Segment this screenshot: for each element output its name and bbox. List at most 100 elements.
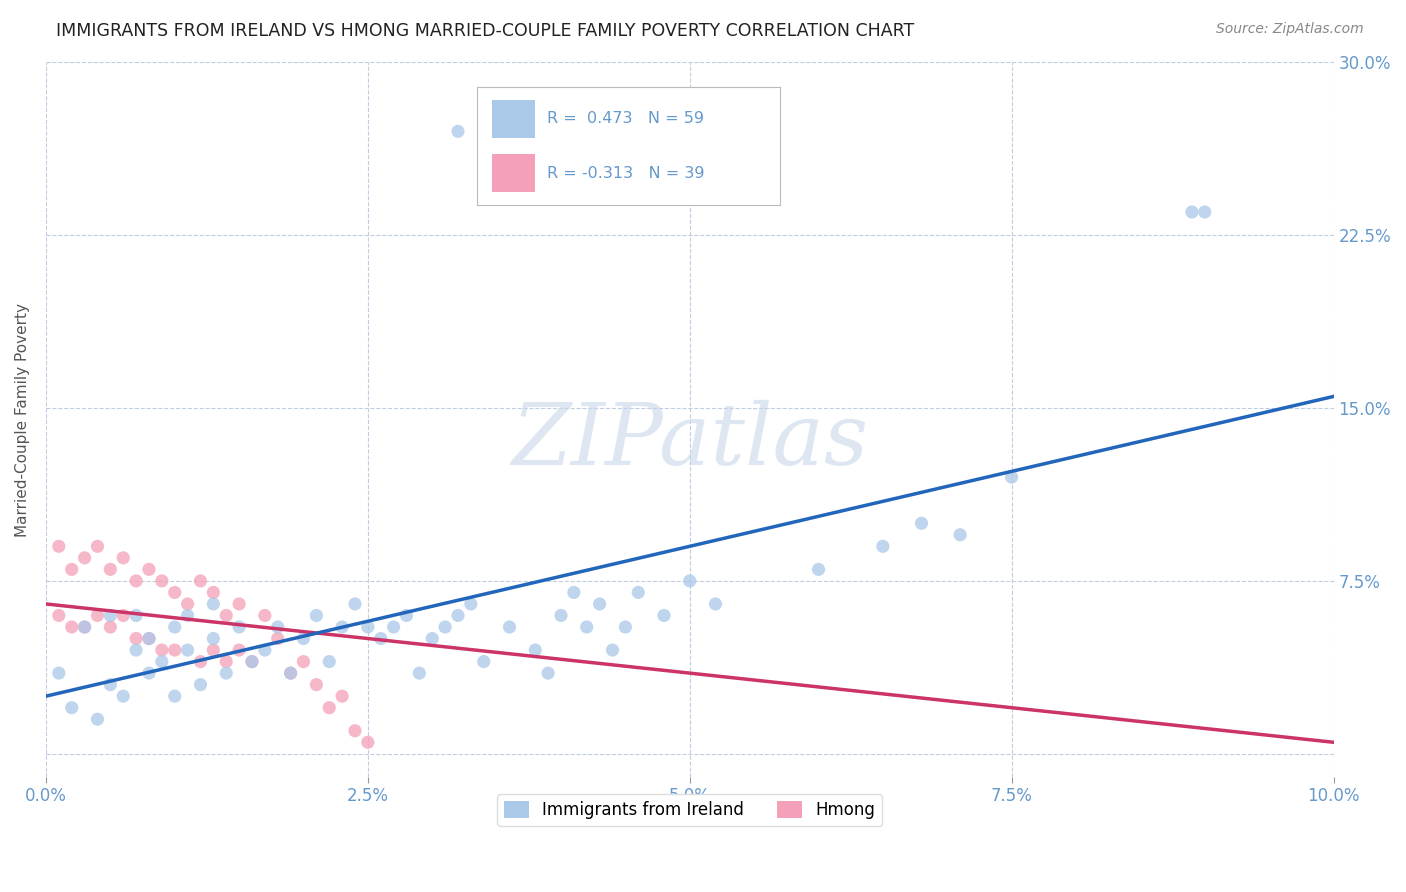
- Point: [98, 620, 121, 634]
- Point: [704, 597, 727, 611]
- Point: [125, 608, 148, 623]
- Legend: Immigrants from Ireland, Hmong: Immigrants from Ireland, Hmong: [498, 794, 883, 826]
- Point: [150, 643, 173, 657]
- Point: [498, 620, 520, 634]
- Point: [652, 608, 675, 623]
- Point: [318, 700, 340, 714]
- Point: [562, 585, 585, 599]
- Point: [614, 620, 637, 634]
- Point: [112, 689, 135, 703]
- Point: [267, 632, 290, 646]
- Point: [215, 655, 238, 669]
- Point: [872, 539, 894, 553]
- Point: [150, 655, 173, 669]
- Point: [98, 678, 121, 692]
- Point: [98, 562, 121, 576]
- Point: [292, 632, 315, 646]
- Point: [125, 574, 148, 588]
- Point: [420, 632, 443, 646]
- Point: [240, 655, 263, 669]
- Point: [330, 689, 353, 703]
- Point: [176, 608, 198, 623]
- Point: [949, 528, 972, 542]
- Point: [330, 620, 353, 634]
- Point: [550, 608, 572, 623]
- Point: [537, 666, 560, 681]
- Point: [807, 562, 830, 576]
- Point: [253, 643, 276, 657]
- Point: [357, 620, 380, 634]
- Point: [228, 620, 250, 634]
- Point: [98, 608, 121, 623]
- Text: Source: ZipAtlas.com: Source: ZipAtlas.com: [1216, 22, 1364, 37]
- Point: [370, 632, 392, 646]
- Point: [163, 689, 186, 703]
- Point: [138, 632, 160, 646]
- Y-axis label: Married-Couple Family Poverty: Married-Couple Family Poverty: [15, 302, 30, 536]
- Point: [1001, 470, 1024, 484]
- Point: [125, 632, 148, 646]
- Point: [292, 655, 315, 669]
- Point: [202, 597, 225, 611]
- Point: [382, 620, 405, 634]
- Point: [202, 585, 225, 599]
- Point: [588, 597, 610, 611]
- Point: [73, 620, 96, 634]
- Point: [73, 550, 96, 565]
- Point: [267, 620, 290, 634]
- Point: [343, 723, 366, 738]
- Point: [48, 666, 70, 681]
- Point: [395, 608, 418, 623]
- Point: [163, 585, 186, 599]
- Point: [190, 678, 212, 692]
- Point: [48, 608, 70, 623]
- Point: [150, 574, 173, 588]
- Point: [138, 562, 160, 576]
- Text: IMMIGRANTS FROM IRELAND VS HMONG MARRIED-COUPLE FAMILY POVERTY CORRELATION CHART: IMMIGRANTS FROM IRELAND VS HMONG MARRIED…: [56, 22, 914, 40]
- Point: [447, 608, 470, 623]
- Point: [240, 655, 263, 669]
- Point: [202, 632, 225, 646]
- Point: [408, 666, 430, 681]
- Point: [190, 655, 212, 669]
- Point: [86, 608, 108, 623]
- Point: [163, 643, 186, 657]
- Point: [460, 597, 482, 611]
- Point: [112, 550, 135, 565]
- Point: [253, 608, 276, 623]
- Point: [524, 643, 547, 657]
- Point: [190, 574, 212, 588]
- Point: [434, 620, 457, 634]
- Point: [318, 655, 340, 669]
- Point: [575, 620, 598, 634]
- Point: [305, 678, 328, 692]
- Point: [138, 632, 160, 646]
- Point: [679, 574, 702, 588]
- Point: [602, 643, 624, 657]
- Point: [627, 585, 650, 599]
- Point: [1181, 205, 1204, 219]
- Point: [202, 643, 225, 657]
- Point: [48, 539, 70, 553]
- Point: [280, 666, 302, 681]
- Point: [228, 597, 250, 611]
- Point: [305, 608, 328, 623]
- Point: [343, 597, 366, 611]
- Point: [176, 597, 198, 611]
- Point: [228, 643, 250, 657]
- Point: [215, 666, 238, 681]
- Point: [910, 516, 932, 531]
- Point: [60, 562, 83, 576]
- Point: [280, 666, 302, 681]
- Point: [125, 643, 148, 657]
- Point: [112, 608, 135, 623]
- Point: [1194, 205, 1216, 219]
- Point: [176, 643, 198, 657]
- Point: [357, 735, 380, 749]
- Point: [472, 655, 495, 669]
- Point: [86, 712, 108, 726]
- Text: ZIPatlas: ZIPatlas: [512, 400, 869, 483]
- Point: [163, 620, 186, 634]
- Point: [86, 539, 108, 553]
- Point: [73, 620, 96, 634]
